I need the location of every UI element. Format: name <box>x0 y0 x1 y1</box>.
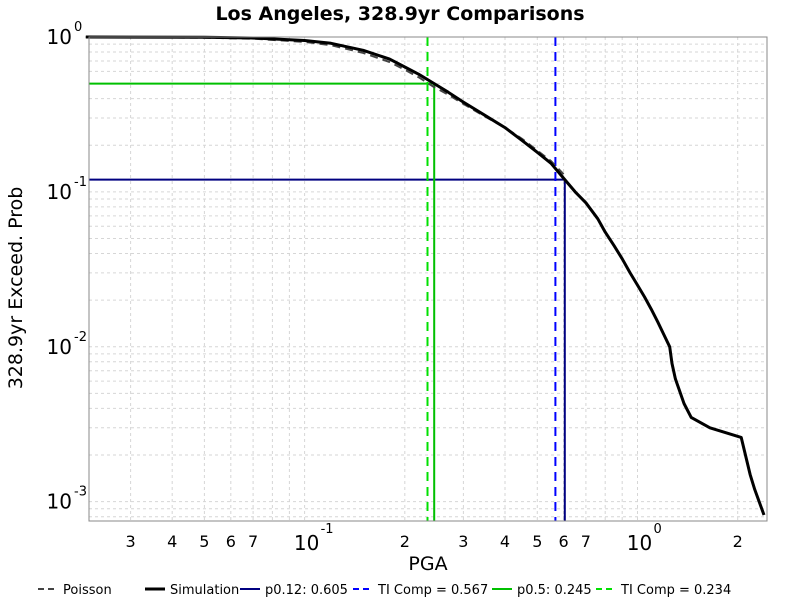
series-simulation <box>85 35 766 516</box>
x-axis-label: PGA <box>408 553 447 575</box>
y-tick-exponent: -3 <box>74 485 87 500</box>
legend-label-p05: p0.5: 0.245 <box>517 583 592 598</box>
x-tick-label: 4 <box>167 532 177 551</box>
y-tick-label: 10 <box>47 25 72 49</box>
chart-title: Los Angeles, 328.9yr Comparisons <box>215 3 584 25</box>
x-tick-label: 2 <box>733 532 743 551</box>
x-tick-label: 7 <box>581 532 591 551</box>
legend-label-ti0567: TI Comp = 0.567 <box>377 583 488 598</box>
x-tick-label: 4 <box>500 532 510 551</box>
x-tick-exponent: 0 <box>654 522 662 537</box>
x-tick-label: 5 <box>199 532 209 551</box>
x-tick-label: 3 <box>126 532 136 551</box>
x-tick-label: 6 <box>559 532 569 551</box>
plot-frame <box>88 36 768 522</box>
legend-label-ti0234: TI Comp = 0.234 <box>620 583 731 598</box>
y-tick-exponent: 0 <box>74 20 82 35</box>
legend-label-simulation: Simulation <box>170 583 239 598</box>
legend-label-p012: p0.12: 0.605 <box>265 583 348 598</box>
y-axis-label: 328.9yr Exceed. Prob <box>5 187 27 390</box>
series-layer <box>85 35 766 521</box>
y-tick-exponent: -1 <box>74 175 87 190</box>
x-tick-exponent: -1 <box>321 522 334 537</box>
x-tick-label: 6 <box>226 532 236 551</box>
y-tick-label: 10 <box>47 180 72 204</box>
x-tick-label: 7 <box>248 532 258 551</box>
series-poisson <box>85 36 565 175</box>
x-tick-label: 2 <box>400 532 410 551</box>
legend-label-poisson: Poisson <box>63 583 112 598</box>
x-tick-label: 10 <box>294 531 319 555</box>
y-tick-exponent: -2 <box>74 330 87 345</box>
x-tick-label: 10 <box>627 531 652 555</box>
series-p05 <box>89 82 436 521</box>
x-tick-label: 5 <box>532 532 542 551</box>
series-p012 <box>89 178 566 521</box>
y-tick-label: 10 <box>47 490 72 514</box>
y-tick-label: 10 <box>47 335 72 359</box>
legend: Poisson Simulation p0.12: 0.605 TI Comp = 0… <box>38 583 731 598</box>
x-tick-label: 3 <box>458 532 468 551</box>
